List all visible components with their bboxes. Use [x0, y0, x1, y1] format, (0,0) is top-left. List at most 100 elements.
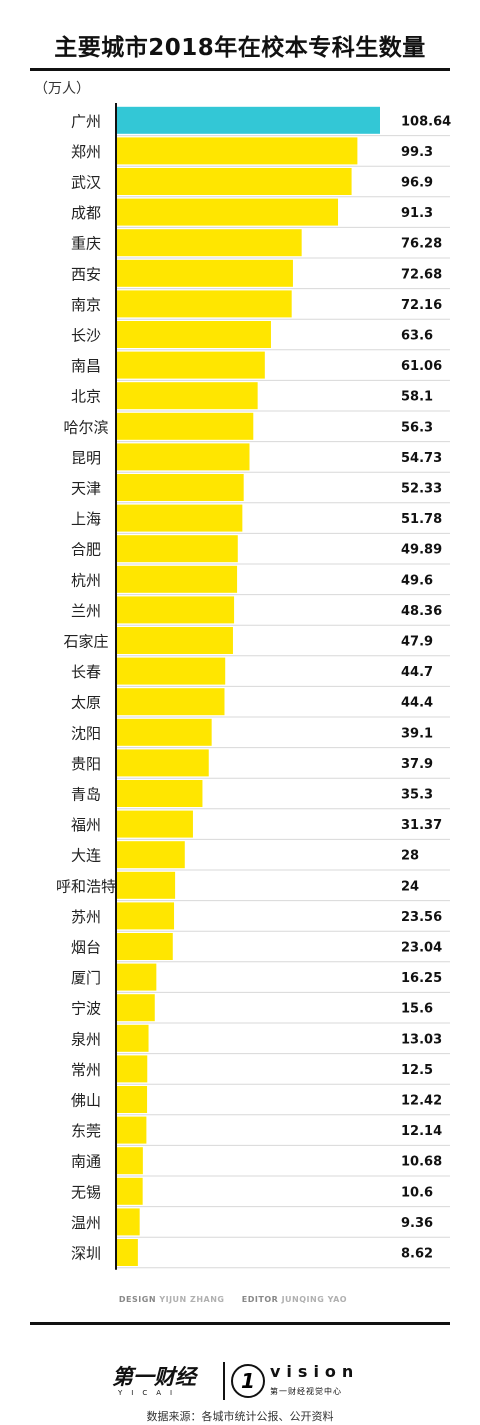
category-label: 长春	[71, 663, 101, 681]
category-label: 南昌	[71, 357, 101, 375]
value-label: 44.4	[401, 696, 433, 711]
bar	[117, 1147, 143, 1175]
category-label: 常州	[71, 1061, 101, 1079]
category-label: 呼和浩特	[56, 877, 116, 895]
value-label: 91.3	[401, 206, 433, 221]
value-label: 12.42	[401, 1094, 442, 1109]
bar	[117, 259, 293, 287]
category-label: 南京	[71, 296, 101, 314]
value-label: 51.78	[401, 512, 442, 527]
value-label: 99.3	[401, 145, 433, 160]
value-label: 47.9	[401, 635, 433, 650]
value-label: 48.36	[401, 604, 442, 619]
value-label: 37.9	[401, 757, 433, 772]
category-label: 北京	[71, 388, 101, 406]
value-label: 49.89	[401, 543, 442, 558]
category-label: 昆明	[71, 449, 101, 467]
value-label: 23.04	[401, 941, 442, 956]
value-label: 24	[401, 879, 419, 894]
bar	[117, 749, 209, 777]
category-label: 沈阳	[71, 724, 101, 742]
value-label: 10.6	[401, 1185, 433, 1200]
value-label: 58.1	[401, 390, 433, 405]
editor-label: EDITOR	[241, 1295, 279, 1304]
category-label: 上海	[71, 510, 101, 528]
value-label: 13.03	[401, 1032, 442, 1047]
value-label: 49.6	[401, 573, 433, 588]
value-label: 9.36	[401, 1216, 433, 1231]
value-label: 12.14	[401, 1124, 442, 1139]
value-label: 10.68	[401, 1155, 442, 1170]
category-label: 合肥	[71, 541, 101, 559]
category-label: 武汉	[71, 174, 101, 192]
title-rule	[30, 68, 450, 71]
bar	[117, 229, 302, 257]
unit-label: （万人）	[34, 81, 90, 97]
bar	[117, 688, 225, 716]
value-label: 39.1	[401, 726, 433, 741]
category-label: 贵阳	[71, 755, 101, 773]
value-label: 63.6	[401, 329, 433, 344]
value-label: 52.33	[401, 482, 442, 497]
value-label: 72.16	[401, 298, 442, 313]
value-label: 44.7	[401, 665, 433, 680]
category-label: 泉州	[71, 1030, 101, 1048]
bar	[117, 321, 271, 348]
yicai-logo-sub: YICAI	[118, 1389, 182, 1397]
category-label: 长沙	[71, 327, 101, 345]
bar	[117, 443, 250, 471]
bar	[117, 565, 238, 593]
category-label: 兰州	[71, 602, 101, 620]
value-label: 76.28	[401, 237, 442, 252]
value-label: 35.3	[401, 788, 433, 803]
bar	[117, 198, 339, 226]
category-label: 宁波	[71, 1000, 101, 1018]
yicai-logo: 第一财经	[112, 1365, 196, 1389]
bar	[117, 412, 254, 440]
data-source: 数据来源：各城市统计公报、公开资料	[146, 1410, 334, 1423]
category-label: 烟台	[71, 939, 101, 957]
bar-chart: 广州 108.64 郑州 99.3 武汉 96.9 成都 91.3 重庆 76.28 西安 72.68…	[56, 103, 451, 1270]
value-label: 108.64	[401, 114, 451, 129]
bar	[117, 963, 157, 991]
category-label: 深圳	[71, 1245, 101, 1263]
bar	[117, 290, 292, 318]
category-label: 成都	[71, 204, 101, 222]
category-label: 温州	[71, 1214, 101, 1232]
bar	[117, 902, 175, 930]
bar	[117, 596, 235, 624]
value-label: 8.62	[401, 1247, 433, 1262]
value-label: 54.73	[401, 451, 442, 466]
vision-logo: vision	[270, 1362, 360, 1381]
bar	[117, 106, 380, 134]
category-label: 广州	[71, 112, 101, 130]
vision-logo-sub: 第一财经视觉中心	[270, 1387, 342, 1396]
chart-title: 主要城市2018年在校本专科生数量	[54, 35, 426, 61]
category-label: 西安	[71, 265, 101, 283]
bar	[117, 1177, 143, 1205]
bar	[117, 137, 358, 165]
category-label: 厦门	[71, 969, 101, 987]
bar	[117, 1055, 148, 1083]
bar	[117, 1086, 148, 1113]
editor-name: JUNQING YAO	[281, 1295, 348, 1304]
category-label: 大连	[71, 847, 101, 865]
value-label: 61.06	[401, 359, 442, 374]
bar	[117, 535, 238, 563]
value-label: 12.5	[401, 1063, 433, 1078]
design-label: DESIGN	[118, 1295, 157, 1304]
bar	[117, 168, 352, 195]
bar	[117, 780, 203, 807]
value-label: 23.56	[401, 910, 442, 925]
value-label: 56.3	[401, 420, 433, 435]
bar	[117, 933, 173, 960]
category-label: 无锡	[71, 1183, 101, 1201]
value-label: 72.68	[401, 267, 442, 282]
bar	[117, 1116, 147, 1144]
category-label: 苏州	[71, 908, 101, 926]
value-label: 96.9	[401, 176, 433, 191]
category-label: 重庆	[71, 235, 101, 253]
bar	[117, 504, 243, 532]
design-name: YIJUN ZHANG	[159, 1295, 225, 1304]
category-label: 天津	[71, 480, 101, 498]
